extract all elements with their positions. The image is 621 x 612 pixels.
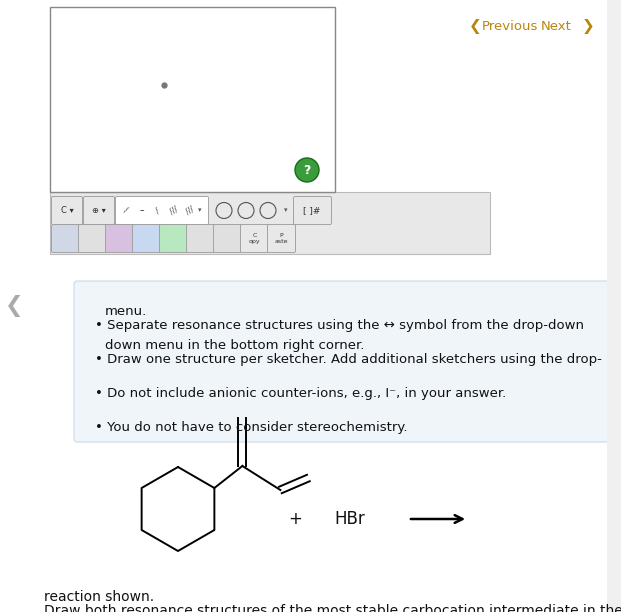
Text: --: -- xyxy=(139,206,145,215)
Text: /: / xyxy=(122,206,129,215)
FancyBboxPatch shape xyxy=(214,225,242,253)
FancyBboxPatch shape xyxy=(132,225,160,253)
Text: Draw both resonance structures of the most stable carbocation intermediate in th: Draw both resonance structures of the mo… xyxy=(44,604,621,612)
FancyBboxPatch shape xyxy=(186,225,214,253)
Text: +: + xyxy=(288,510,302,528)
Text: Previous: Previous xyxy=(482,20,538,34)
Text: HBr: HBr xyxy=(335,510,365,528)
Text: C
opy: C opy xyxy=(248,233,260,244)
Text: ❯: ❯ xyxy=(582,20,594,34)
Text: C ▾: C ▾ xyxy=(61,206,73,215)
FancyBboxPatch shape xyxy=(83,196,114,225)
FancyBboxPatch shape xyxy=(52,225,79,253)
Text: [ ]#: [ ]# xyxy=(303,206,320,215)
Text: • Separate resonance structures using the ↔ symbol from the drop-down: • Separate resonance structures using th… xyxy=(95,319,584,332)
FancyBboxPatch shape xyxy=(294,196,332,225)
Circle shape xyxy=(295,158,319,182)
FancyBboxPatch shape xyxy=(52,196,83,225)
Text: menu.: menu. xyxy=(105,305,147,318)
FancyBboxPatch shape xyxy=(78,225,106,253)
Text: • Draw one structure per sketcher. Add additional sketchers using the drop-: • Draw one structure per sketcher. Add a… xyxy=(95,353,602,366)
Text: /: / xyxy=(155,206,161,215)
FancyBboxPatch shape xyxy=(240,225,268,253)
Bar xyxy=(50,7,335,192)
Text: P
aste: P aste xyxy=(274,233,288,244)
Text: Next: Next xyxy=(540,20,571,34)
Text: ///: /// xyxy=(168,204,179,217)
Bar xyxy=(607,0,621,612)
Text: • You do not have to consider stereochemistry.: • You do not have to consider stereochem… xyxy=(95,421,407,434)
FancyBboxPatch shape xyxy=(106,225,134,253)
Text: ⊕ ▾: ⊕ ▾ xyxy=(92,206,106,215)
Text: ▾: ▾ xyxy=(198,207,202,214)
Text: down menu in the bottom right corner.: down menu in the bottom right corner. xyxy=(105,339,365,352)
Text: reaction shown.: reaction shown. xyxy=(44,590,154,604)
FancyBboxPatch shape xyxy=(268,225,296,253)
Text: ?: ? xyxy=(303,163,310,176)
Bar xyxy=(50,192,490,254)
FancyBboxPatch shape xyxy=(160,225,188,253)
FancyBboxPatch shape xyxy=(116,196,209,225)
Text: ❮: ❮ xyxy=(5,295,24,317)
Text: ❮: ❮ xyxy=(469,20,481,34)
Text: • Do not include anionic counter-ions, e.g., I⁻, in your answer.: • Do not include anionic counter-ions, e… xyxy=(95,387,506,400)
Text: ▾: ▾ xyxy=(284,207,288,214)
FancyBboxPatch shape xyxy=(74,281,610,442)
Text: ///: /// xyxy=(184,204,196,217)
